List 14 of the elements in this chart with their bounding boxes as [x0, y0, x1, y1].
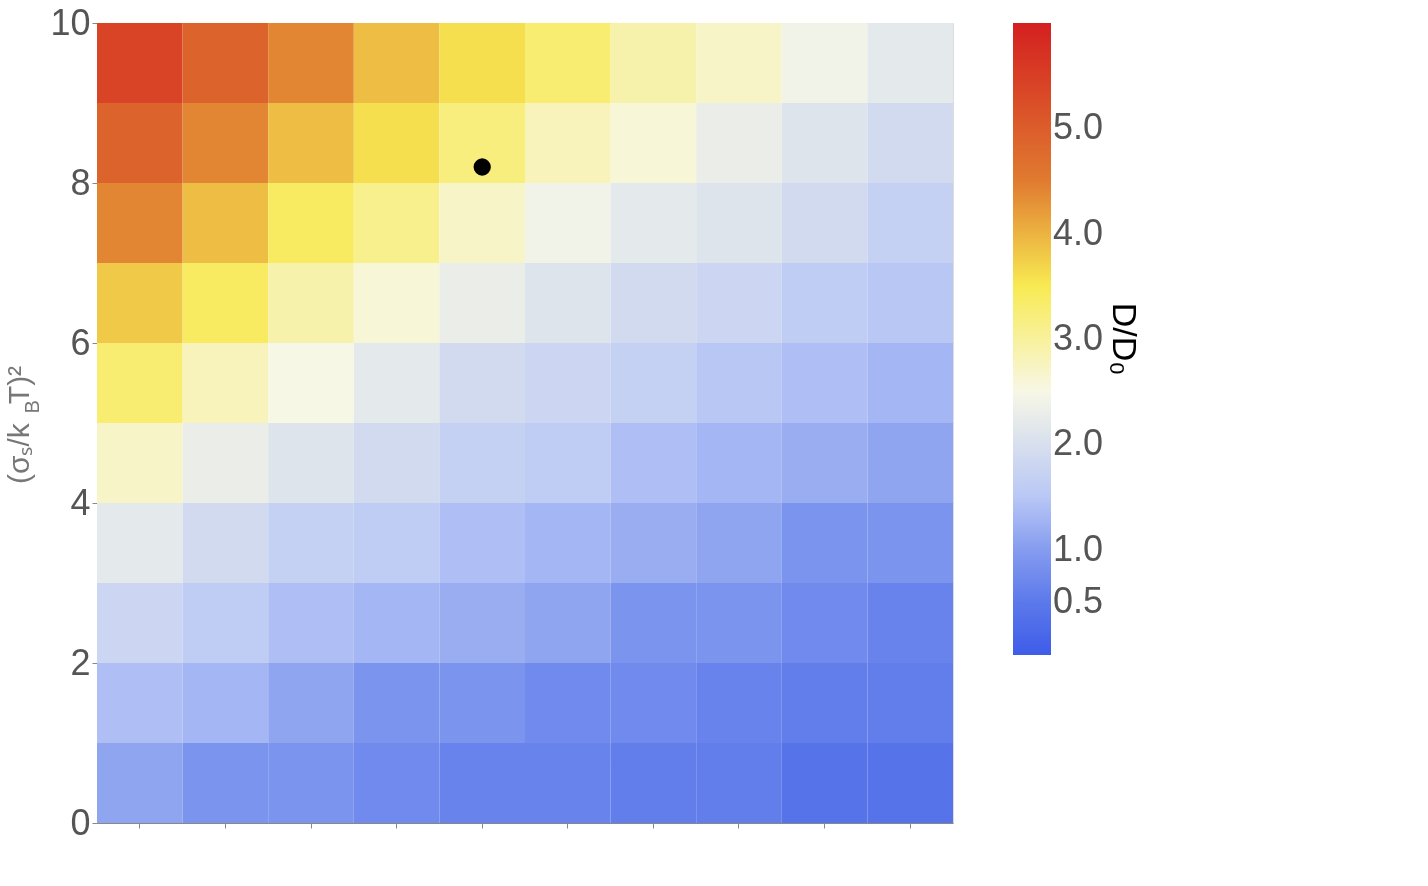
- y-tick-label: 0: [70, 801, 91, 843]
- y-tick-label: 6: [70, 321, 91, 363]
- y-axis-title: (σₛ/kBT)²: [2, 365, 43, 485]
- y-tick-label: 10: [50, 1, 91, 43]
- y-tick-label: 4: [70, 481, 91, 523]
- color-bar-label: 4.0: [1053, 211, 1104, 253]
- y-tick-label: 8: [70, 161, 91, 203]
- color-bar-label: 3.0: [1053, 317, 1104, 358]
- color-bar-label: 0.5: [1053, 580, 1104, 622]
- y-tick-label: 2: [70, 641, 91, 683]
- color-bar-label: 1.0: [1053, 527, 1104, 569]
- color-bar-label: 5.0: [1053, 106, 1104, 148]
- color-bar-label: 2.0: [1053, 422, 1104, 464]
- color-bar-title: D/D₀: [1106, 302, 1144, 376]
